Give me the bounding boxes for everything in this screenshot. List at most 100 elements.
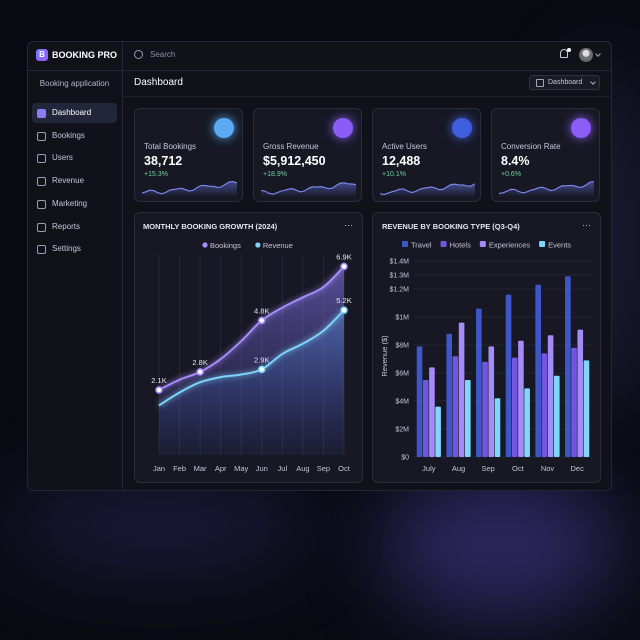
x-tick-label: July xyxy=(422,464,436,473)
chart-title: MONTHLY BOOKING GROWTH (2024) xyxy=(143,222,278,231)
stat-card: Active Users 12,488 +10.1% xyxy=(372,108,481,202)
bar xyxy=(416,346,423,457)
nav-label: Dashboard xyxy=(52,108,92,117)
topbar-divider xyxy=(27,70,612,71)
nav-item[interactable]: Marketing xyxy=(32,194,117,214)
stat-value: 38,712 xyxy=(144,154,183,168)
stat-change: +15.3% xyxy=(144,171,168,178)
y-tick-label: $4M xyxy=(395,399,409,406)
legend-swatch xyxy=(479,241,486,247)
bar xyxy=(452,356,459,457)
bar xyxy=(429,367,435,457)
data-label: 2.9K xyxy=(254,355,269,364)
nav-label: Reports xyxy=(52,221,81,231)
notification-bell[interactable] xyxy=(560,49,568,58)
x-tick-label: Jul xyxy=(278,464,288,473)
x-tick-label: Apr xyxy=(215,464,227,473)
view-select[interactable]: Dashboard xyxy=(529,75,600,90)
point-marker xyxy=(340,306,348,314)
legend-swatch xyxy=(202,242,208,248)
view-select-label: Dashboard xyxy=(548,79,583,86)
x-tick-label: Jan xyxy=(153,464,165,473)
sparkline-area xyxy=(261,182,356,197)
bar xyxy=(518,340,524,457)
header-divider xyxy=(122,96,612,97)
stat-icon xyxy=(571,118,591,138)
data-label: 5.2K xyxy=(336,296,351,305)
y-tick-label: $8M xyxy=(395,343,409,350)
x-tick-label: Aug xyxy=(296,464,309,473)
nav-icon xyxy=(37,109,46,118)
y-tick-label: $2M xyxy=(395,427,409,434)
sparkline-area xyxy=(380,183,475,197)
series-line xyxy=(158,309,345,407)
glow xyxy=(10,480,310,570)
sidebar-subtitle: Booking application xyxy=(39,79,110,88)
x-tick-label: Nov xyxy=(541,464,555,473)
bar xyxy=(547,335,554,457)
nav-item[interactable]: Revenue xyxy=(32,171,117,191)
y-tick-label: $1.4M xyxy=(390,259,410,266)
point-marker xyxy=(340,262,348,271)
x-tick-label: Dec xyxy=(570,464,584,473)
stat-label: Conversion Rate xyxy=(501,142,561,151)
stat-value: 8.4% xyxy=(501,154,530,168)
nav-icon xyxy=(37,154,46,164)
sparkline-line xyxy=(261,182,356,195)
y-axis-title: Revenue ($) xyxy=(380,335,389,377)
bar xyxy=(505,294,512,457)
page-title: Dashboard xyxy=(134,77,183,88)
nav-icon xyxy=(37,199,46,209)
data-label: 6.9K xyxy=(336,252,351,261)
x-tick-label: May xyxy=(234,464,248,473)
nav-label: Bookings xyxy=(52,130,85,140)
legend-swatch xyxy=(255,242,261,248)
nav-item[interactable]: Settings xyxy=(32,239,117,259)
legend-label: Revenue xyxy=(263,241,293,250)
search-icon xyxy=(134,50,143,59)
nav-item[interactable]: Users xyxy=(32,148,117,168)
point-marker xyxy=(258,365,266,374)
x-tick-label: Jun xyxy=(256,464,268,473)
sparkline-line xyxy=(499,180,594,194)
legend-label: Hotels xyxy=(450,241,472,250)
avatar[interactable] xyxy=(579,48,593,62)
data-label: 2.1K xyxy=(151,376,166,385)
nav-icon xyxy=(37,131,46,141)
x-tick-label: Sep xyxy=(481,464,494,473)
nav-item[interactable]: Bookings xyxy=(32,126,117,146)
series-line xyxy=(158,265,345,391)
legend-swatch xyxy=(440,241,447,247)
nav-item[interactable]: Reports xyxy=(32,217,117,237)
stat-icon xyxy=(333,118,353,138)
more-menu[interactable]: ··· xyxy=(344,220,353,230)
stat-card: Gross Revenue $5,912,450 +18.9% xyxy=(253,108,362,202)
stat-card: Total Bookings 38,712 +15.3% xyxy=(134,108,243,202)
point-marker xyxy=(196,368,204,376)
bar xyxy=(554,375,560,457)
notification-dot xyxy=(567,48,571,52)
logo: B xyxy=(36,49,48,61)
bar xyxy=(511,357,518,457)
nav-label: Marketing xyxy=(52,198,88,208)
y-tick-label: $1.2M xyxy=(390,287,410,294)
bar xyxy=(524,388,530,457)
bar xyxy=(571,347,577,457)
y-tick-label: $6M xyxy=(395,371,409,378)
legend-label: Events xyxy=(548,241,571,250)
more-menu[interactable]: ··· xyxy=(582,220,591,230)
nav-item[interactable]: Dashboard xyxy=(32,103,117,123)
bar xyxy=(488,346,495,457)
x-tick-label: Oct xyxy=(338,464,351,473)
bar xyxy=(422,380,429,457)
bar xyxy=(541,353,548,457)
search-input[interactable]: Search xyxy=(150,50,176,59)
x-tick-label: Sep xyxy=(317,464,330,473)
stat-label: Total Bookings xyxy=(144,142,197,151)
legend-swatch xyxy=(539,241,546,247)
stat-change: +18.9% xyxy=(263,171,287,178)
stat-label: Active Users xyxy=(382,142,427,151)
stat-value: 12,488 xyxy=(382,154,421,168)
bar xyxy=(446,333,452,457)
